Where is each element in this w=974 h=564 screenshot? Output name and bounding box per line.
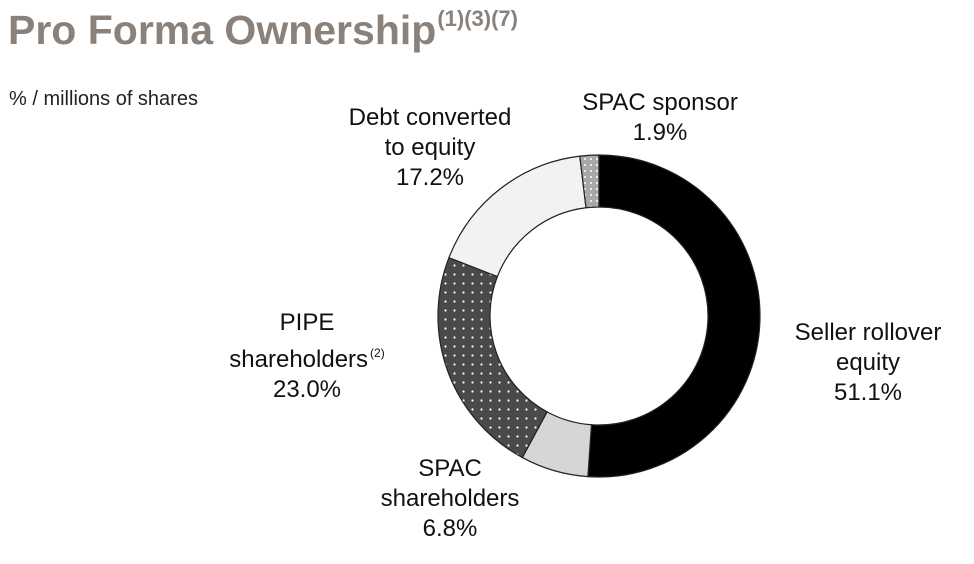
- footnote: (2): [370, 346, 385, 360]
- label-spac-shareholders: SPAC shareholders 6.8%: [360, 454, 540, 544]
- label-seller-rollover: Seller rollover equity 51.1%: [778, 318, 958, 408]
- donut-slice-pipe-shareholders: [437, 256, 548, 459]
- data-label: 51.1%: [833, 379, 903, 406]
- label-line: PIPE: [279, 309, 335, 336]
- label-line: shareholders (2): [212, 338, 402, 375]
- label-line: to equity: [384, 134, 476, 161]
- label-spac-sponsor: SPAC sponsor 1.9%: [560, 88, 760, 148]
- title-text: Pro Forma Ownership: [8, 7, 437, 53]
- data-label: 6.8%: [422, 515, 478, 542]
- data-label: 23.0%: [272, 376, 342, 403]
- label-pipe-shareholders: PIPE shareholders (2) 23.0%: [212, 308, 402, 405]
- label-line: Seller rollover: [794, 319, 942, 346]
- data-label: 1.9%: [632, 119, 688, 146]
- title-footnotes: (1)(3)(7): [437, 6, 518, 31]
- label-debt-converted: Debt converted to equity 17.2%: [330, 103, 530, 193]
- label-line: equity: [835, 349, 901, 376]
- label-line: Debt converted: [348, 104, 512, 131]
- chart-subtitle: % / millions of shares: [9, 88, 198, 110]
- data-label: 17.2%: [395, 164, 465, 191]
- chart-title: Pro Forma Ownership(1)(3)(7): [8, 6, 518, 54]
- label-line: SPAC sponsor: [582, 89, 738, 116]
- label-text: shareholders: [229, 346, 369, 373]
- label-line: shareholders: [380, 485, 520, 512]
- label-line: SPAC: [418, 455, 482, 482]
- donut-slice-seller-rollover-equity: [587, 154, 761, 478]
- donut-slice-spac-sponsor: [579, 154, 600, 209]
